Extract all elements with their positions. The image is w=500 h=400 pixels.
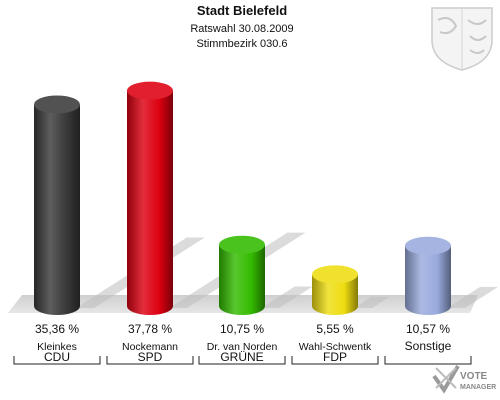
- bar-grüne: [219, 235, 265, 315]
- bar-top: [219, 235, 265, 254]
- candidate-label: Nockemann: [122, 341, 178, 353]
- chart-subtitle-line-1: Ratswahl 30.08.2009: [190, 23, 293, 35]
- label-bracket: [13, 356, 101, 365]
- bar-top: [127, 81, 173, 100]
- party-label: Sonstige: [405, 339, 452, 353]
- bars: [34, 81, 451, 316]
- party-label: SPD: [138, 350, 163, 364]
- bar-cdu: [34, 95, 80, 315]
- bar-sonstige: [405, 236, 451, 315]
- bar-top: [405, 236, 451, 255]
- logo-word-manager: MANAGER: [460, 384, 496, 391]
- value-label: 10,57 %: [406, 322, 450, 336]
- bar-body: [127, 90, 173, 316]
- bar-body: [312, 274, 358, 315]
- bar-fdp: [312, 265, 358, 315]
- vote-manager-logo: VOTE MANAGER: [432, 364, 496, 394]
- bar-body: [405, 245, 451, 315]
- label-bracket: [291, 356, 379, 365]
- label-bracket: [384, 356, 472, 365]
- value-label: 37,78 %: [128, 322, 172, 336]
- bar-body: [219, 244, 265, 315]
- chart-subtitle-line-2: Stimmbezirk 030.6: [196, 38, 287, 50]
- party-label: CDU: [44, 350, 70, 364]
- logo-word-vote: VOTE: [460, 371, 488, 382]
- bar-top: [312, 265, 358, 284]
- party-label: GRÜNE: [220, 350, 263, 364]
- value-label: 10,75 %: [220, 322, 264, 336]
- bar-shadow: [354, 296, 390, 308]
- bar-body: [34, 104, 80, 315]
- value-label: 5,55 %: [316, 322, 354, 336]
- bar-spd: [127, 81, 173, 316]
- bar-top: [34, 95, 80, 114]
- candidate-label: Wahl-Schwentk: [299, 341, 372, 353]
- bar-shadow: [447, 286, 499, 308]
- party-label: FDP: [323, 350, 347, 364]
- coat-of-arms-icon: [431, 7, 493, 71]
- candidate-label: Kleinkes: [37, 341, 77, 353]
- label-bracket: [198, 356, 286, 365]
- label-bracket: [106, 356, 194, 365]
- chart-title: Stadt Bielefeld: [197, 3, 287, 18]
- bar-shadow: [261, 286, 313, 308]
- candidate-label: Dr. van Norden: [207, 341, 278, 353]
- value-label: 35,36 %: [35, 322, 79, 336]
